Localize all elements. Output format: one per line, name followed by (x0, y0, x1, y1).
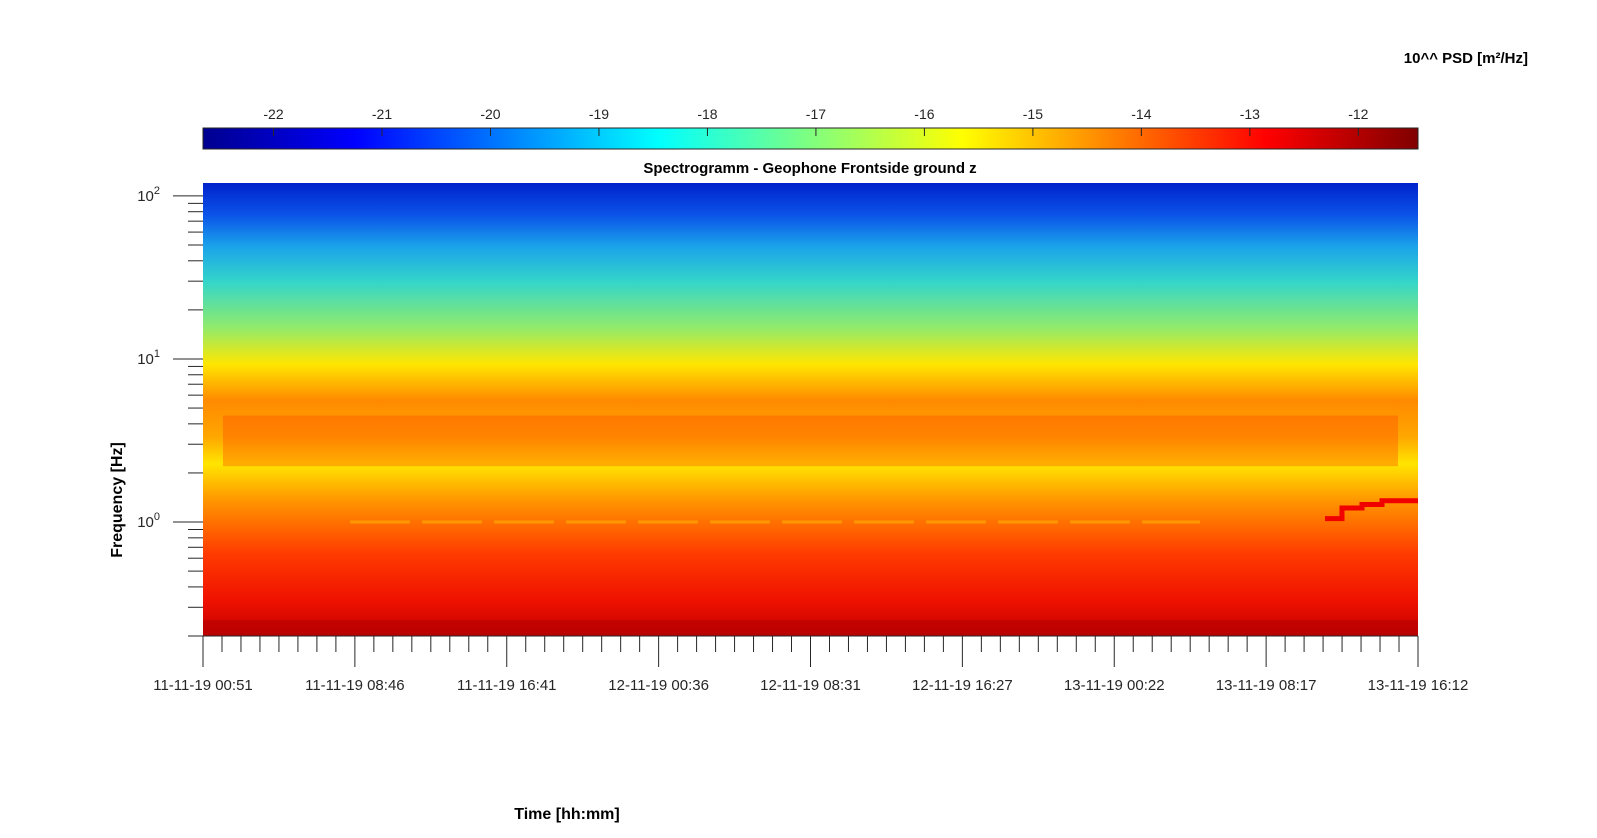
y-axis-label: Frequency [Hz] (109, 442, 126, 558)
colorbar-tick-label: -21 (372, 106, 392, 122)
colorbar-tick-label: -13 (1240, 106, 1260, 122)
colorbar-tick-label: -15 (1023, 106, 1043, 122)
energy-band-3hz (223, 415, 1398, 467)
x-tick-label: 11-11-19 00:51 (153, 677, 253, 694)
colorbar-tick-label: -22 (263, 106, 283, 122)
spectrogram-image (203, 183, 1418, 636)
colorbar-tick-label: -17 (806, 106, 826, 122)
y-tick-base: 10 (137, 351, 154, 368)
x-tick-label: 11-11-19 16:41 (457, 677, 557, 694)
colorbar-ticks: -22 -21 -20 -19 -18 -17 -16 -15 -14 -13 -12 (263, 106, 1369, 136)
y-tick-base: 10 (137, 514, 154, 531)
x-axis-label: Time [hh:mm] (514, 806, 619, 823)
x-tick-label: 13-11-19 08:17 (1216, 677, 1317, 694)
colorbar (202, 127, 1419, 150)
y-tick-exponent: 0 (154, 511, 160, 523)
y-tick-label: 100 (137, 511, 160, 531)
y-tick-exponent: 2 (154, 185, 160, 197)
colorbar-tick-label: -16 (914, 106, 934, 122)
x-tick-label: 13-11-19 16:12 (1368, 677, 1469, 694)
y-tick-label: 102 (137, 185, 160, 205)
colorbar-tick-label: -18 (697, 106, 717, 122)
colorbar-tick-label: -12 (1348, 106, 1368, 122)
colorbar-tick-label: -14 (1131, 106, 1151, 122)
y-tick-label: 101 (137, 348, 160, 368)
spectral-step-line (1325, 498, 1418, 522)
colorbar-tick-label: -20 (480, 106, 500, 122)
x-tick-label: 11-11-19 08:46 (305, 677, 405, 694)
x-tick-label: 12-11-19 00:36 (608, 677, 709, 694)
x-tick-label: 12-11-19 08:31 (760, 677, 861, 694)
chart-title: Spectrogramm - Geophone Frontside ground… (643, 160, 976, 177)
y-tick-exponent: 1 (154, 348, 160, 360)
x-axis-ticks: 11-11-19 00:51 11-11-19 08:46 11-11-19 16:… (153, 636, 1468, 694)
colorbar-tick-label: -19 (589, 106, 609, 122)
colorbar-label: 10^^ PSD [m²/Hz] (1404, 50, 1528, 67)
energy-band-low (203, 620, 1418, 636)
spectrogram-features (203, 415, 1418, 636)
x-tick-label: 13-11-19 00:22 (1064, 677, 1165, 694)
y-tick-base: 10 (137, 188, 154, 205)
x-tick-label: 12-11-19 16:27 (912, 677, 1013, 694)
